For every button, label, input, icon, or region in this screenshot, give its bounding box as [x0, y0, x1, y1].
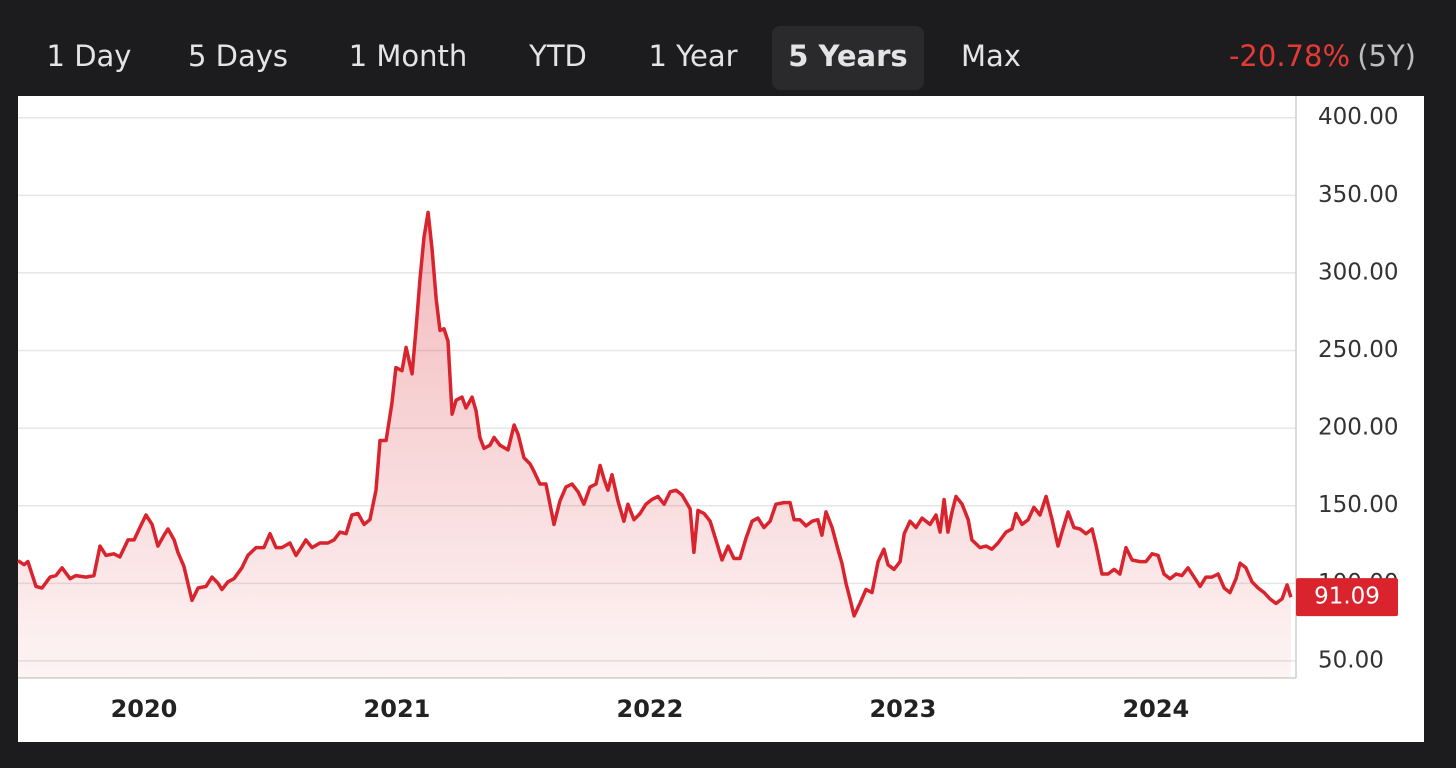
tab-label[interactable]: 1 Month: [349, 39, 468, 73]
range-tab[interactable]: Max: [961, 39, 1021, 73]
change-period: (5Y): [1357, 39, 1416, 73]
x-tick-label: 2024: [1122, 695, 1189, 723]
x-tick-label: 2020: [111, 695, 178, 723]
y-tick-label: 250.00: [1318, 337, 1398, 363]
tab-label[interactable]: 5 Years: [788, 39, 907, 73]
price-line: [17, 210, 1293, 618]
tab-label[interactable]: Max: [961, 39, 1021, 73]
tab-label[interactable]: 1 Day: [47, 39, 132, 73]
last-price-badge: [1296, 578, 1398, 617]
tab-label[interactable]: 1 Year: [648, 39, 737, 73]
y-tick-label: 300.00: [1318, 259, 1398, 285]
x-tick-label: 2021: [364, 695, 431, 723]
tab-selected-bg: [772, 26, 924, 90]
x-tick-label: 2022: [617, 695, 684, 723]
range-tab[interactable]: 1 Year: [648, 39, 737, 73]
range-tab[interactable]: 5 Years: [772, 26, 924, 90]
y-tick-label: 50.00: [1318, 647, 1384, 673]
range-tab[interactable]: YTD: [528, 39, 587, 73]
range-tab[interactable]: 1 Day: [47, 39, 132, 73]
change-percent: -20.78%: [1229, 39, 1350, 73]
area-fill: [18, 212, 1291, 678]
y-tick-label: 400.00: [1318, 104, 1398, 130]
range-tab[interactable]: 5 Days: [188, 39, 288, 73]
tab-label[interactable]: 5 Days: [188, 39, 288, 73]
tab-label[interactable]: YTD: [528, 39, 587, 73]
x-tick-label: 2023: [869, 695, 936, 723]
y-tick-label: 150.00: [1318, 492, 1398, 518]
last-price-label: 91.09: [1314, 584, 1380, 610]
y-tick-label: 350.00: [1318, 182, 1398, 208]
range-tabs: 1 Day 5 Days 1 Month YTD 1 Year 5 Years Max: [47, 26, 1021, 90]
range-tab[interactable]: 1 Month: [349, 39, 468, 73]
y-tick-label: 200.00: [1318, 415, 1398, 441]
